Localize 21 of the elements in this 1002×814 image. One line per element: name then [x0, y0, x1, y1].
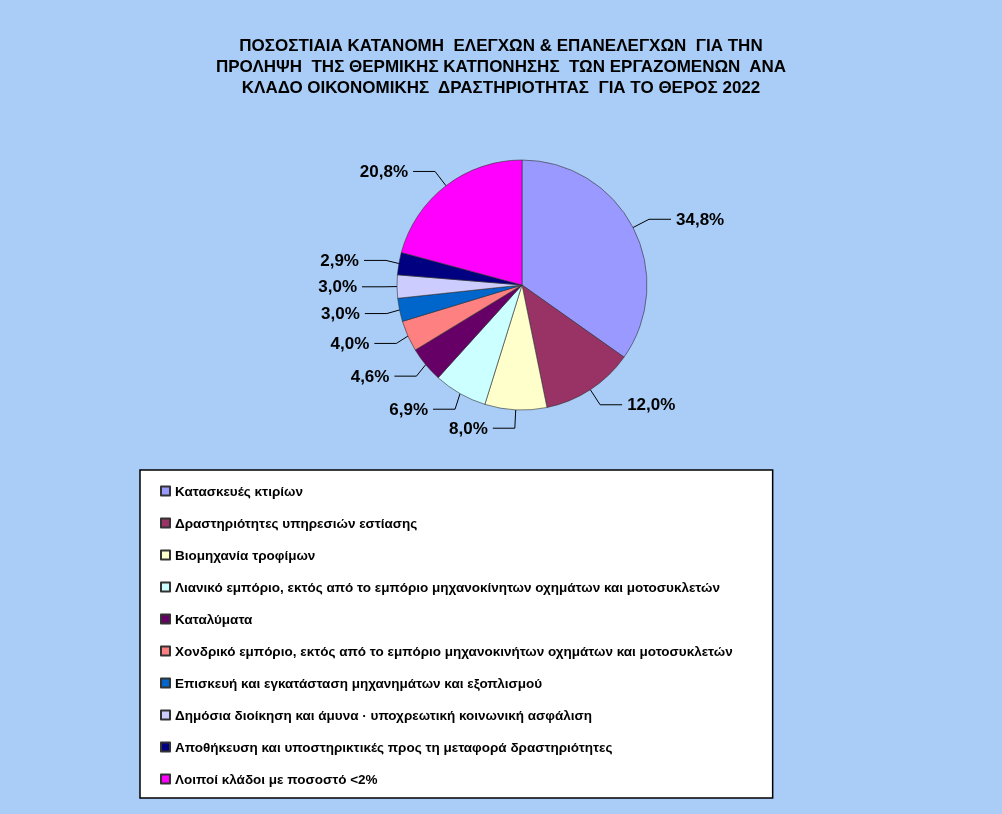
data-label: 2,9%: [320, 250, 359, 270]
data-label: 4,0%: [330, 333, 370, 353]
legend-label: Λιανικό εμπόριο, εκτός από το εμπόριο μηχανοκίνητων οχημάτων και μοτοσυκλετών: [175, 579, 720, 595]
legend-label: Δημόσια διοίκηση και άμυνα · υποχρεωτική κοινωνική ασφάλιση: [175, 707, 592, 723]
legend-label: Κατασκευές κτιρίων: [175, 483, 303, 499]
legend-label: Καταλύματα: [175, 611, 254, 627]
data-label: 34,8%: [676, 209, 725, 229]
data-label: 3,0%: [318, 277, 358, 297]
legend-label: Επισκευή και εγκατάσταση μηχανημάτων και εξοπλισμού: [175, 675, 543, 691]
legend-label: Αποθήκευση και υποστηρικτικές προς τη μεταφορά δραστηριότητες: [175, 739, 613, 755]
legend-label: Δραστηριότητες υπηρεσιών εστίασης: [175, 515, 418, 531]
data-label: 6,9%: [389, 399, 429, 419]
chart-title: ΠΟΣΟΣΤΙΑΙΑ ΚΑΤΑΝΟΜΗ ΕΛΕΓΧΩΝ & ΕΠΑΝΕΛΕΓΧΩΝ ΓΙΑ ΤΗΝ ΠΡΟΛΗΨΗ ΤΗΣ ΘΕΡΜΙΚΗΣ ΚΑΤΠΟΝΗΣΗΣ ΤΩΝ ΕΡΓΑΖΟΜΕΝΩΝ ΑΝΑ ΚΛΑΔΟ ΟΙΚΟΝΟΜΙΚΗΣ ΔΡΑΣΤΗΡΙΟΤΗΤΑΣ ΓΙΑ ΤΟ ΘΕΡΟΣ 2022: [216, 36, 786, 97]
legend-label: Βιομηχανία τροφίμων: [175, 547, 316, 563]
legend-label: Χονδρικό εμπόριο, εκτός από το εμπόριο μηχανοκινήτων οχημάτων και μοτοσυκλετών: [175, 643, 733, 659]
legend-label: Λοιποί κλάδοι με ποσοστό <2%: [175, 771, 378, 787]
data-label: 4,6%: [350, 366, 390, 386]
data-label: 3,0%: [321, 304, 360, 324]
data-label: 20,8%: [359, 161, 409, 181]
data-label: 12,0%: [627, 395, 676, 415]
data-label: 8,0%: [449, 418, 488, 438]
